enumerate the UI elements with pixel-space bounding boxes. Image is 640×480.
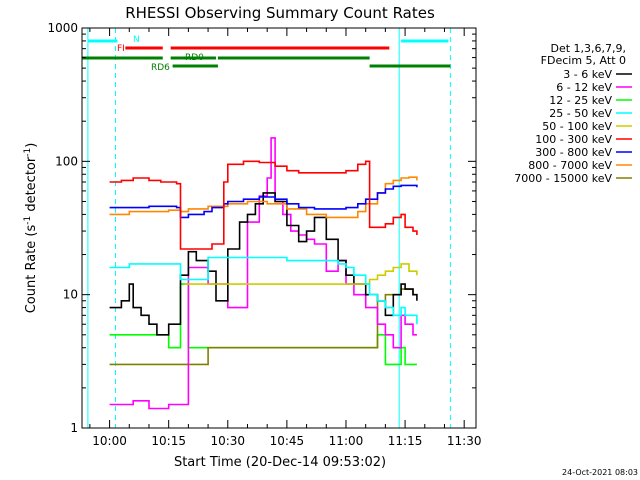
legend-label: 100 - 300 keV [535,133,612,146]
guide-lines [87,28,451,428]
y-tick-label: 1000 [47,21,78,35]
series-line-4 [109,256,418,325]
y-axis: 1 10 100 1000 [47,21,476,435]
y-tick-label: 1 [70,421,78,435]
legend-label: 7000 - 15000 keV [514,172,612,185]
x-tick-label: 10:00 [92,434,127,448]
x-axis-label: Start Time (20-Dec-14 09:53:02) [174,455,386,470]
legend-header: Det 1,3,6,7,9, [550,42,626,55]
legend-label: 50 - 100 keV [542,120,612,133]
x-tick-label: 11:15 [388,434,423,448]
x-tick-label: 10:30 [210,434,245,448]
legend-label: 6 - 12 keV [556,81,612,94]
y-tick-label: 100 [55,154,78,168]
legend-label: 12 - 25 keV [549,94,612,107]
legend: Det 1,3,6,7,9,FDecim 5, Att 03 - 6 keV6 … [514,42,632,185]
status-flags: N FI RD0 RD6 [82,35,451,73]
x-axis: 10:00 10:15 10:30 10:45 11:00 11:15 11:30 [89,28,482,448]
chart-title: RHESSI Observing Summary Count Rates [125,4,435,22]
legend-label: 25 - 50 keV [549,107,612,120]
legend-header: FDecim 5, Att 0 [541,54,626,67]
x-tick-label: 11:00 [329,434,364,448]
flag-label-rd0: RD0 [185,53,204,63]
y-axis-label: Count Rate (s-1 detector-1) [23,143,39,314]
series-line-5 [184,263,418,285]
legend-label: 800 - 7000 keV [528,159,612,172]
flag-label-fi: FI [117,44,125,54]
legend-label: 3 - 6 keV [563,68,612,81]
x-tick-label: 10:15 [151,434,186,448]
footer-date: 24-Oct-2021 08:03 [562,468,638,477]
flag-label-n: N [133,35,140,45]
x-tick-label: 11:30 [447,434,482,448]
series-line-6 [109,160,418,250]
series-layer [109,137,418,410]
legend-label: 300 - 800 keV [535,146,612,159]
plot-frame [81,27,477,429]
x-tick-label: 10:45 [270,434,305,448]
y-tick-label: 10 [63,288,78,302]
flag-label-rd6: RD6 [151,63,170,73]
